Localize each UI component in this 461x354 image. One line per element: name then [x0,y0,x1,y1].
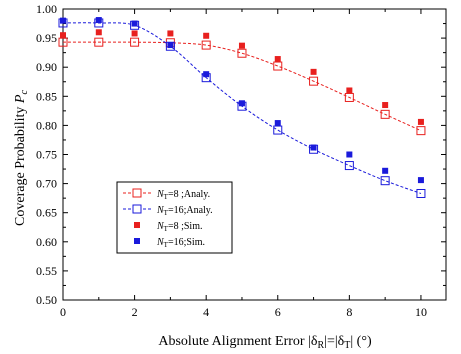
y-tick-label: 0.85 [36,89,57,103]
analytical-marker [416,126,426,136]
simulation-marker [95,29,102,36]
simulation-marker [95,17,102,24]
simulation-marker [417,118,424,125]
simulation-marker [310,68,317,75]
y-tick-label: 0.80 [36,118,57,132]
simulation-marker [346,151,353,158]
series-markers [58,17,426,198]
simulation-marker [274,56,281,63]
simulation-marker [167,42,174,49]
analytical-marker [237,48,247,58]
y-tick-label: 0.60 [36,235,57,249]
analytical-marker [273,125,283,135]
y-tick-label: 1.00 [36,2,57,16]
x-tick-label: 2 [132,305,138,319]
legend-label: NT=16;Analy. [156,205,213,217]
simulation-marker [131,20,138,27]
series-line-0 [63,41,422,132]
x-axis-label-post: | (°) [350,334,372,349]
x-tick-label: 6 [275,305,281,319]
y-tick-label: 0.70 [36,177,57,191]
legend: NT=8 ;Analy. NT=16;Analy. NT=8 ;Sim. NT=16;… [116,181,233,254]
analytical-marker [94,37,104,47]
y-tick-label: 0.65 [36,206,57,220]
legend-marker [132,188,142,198]
legend-label: NT=16;Sim. [156,237,205,249]
analytical-marker [130,37,140,47]
simulation-marker [238,100,245,107]
y-axis-label-main: Coverage Probability [13,103,28,226]
x-tick-label: 10 [415,305,427,319]
simulation-marker [274,120,281,127]
axis-ticks: 0 2 4 6 8 10 0.50 0.55 0.60 0.65 0.70 0.75 0.80 0.85 0… [36,2,446,319]
simulation-marker [167,30,174,37]
x-tick-label: 8 [346,305,352,319]
x-axis-label-mid: |=|δ [324,334,345,349]
y-tick-label: 0.55 [36,264,57,278]
simulation-marker [346,87,353,94]
simulation-marker [417,177,424,184]
simulation-marker [382,167,389,174]
simulation-marker [203,32,210,39]
legend-marker [132,204,142,214]
x-axis-label: Absolute Alignment Error |δR|=|δT| (°) [158,334,372,351]
y-tick-label: 0.95 [36,31,57,45]
simulation-marker [238,42,245,49]
simulation-marker [382,102,389,109]
analytical-marker [416,188,426,198]
analytical-marker [201,40,211,50]
legend-marker [134,222,140,228]
simulation-marker [131,30,138,37]
y-tick-label: 0.50 [36,293,57,307]
y-axis-label: Coverage Probability Pc [13,90,30,226]
y-tick-label: 0.90 [36,60,57,74]
analytical-marker [309,76,319,86]
analytical-marker [380,176,390,186]
x-tick-label: 4 [203,305,209,319]
x-tick-label: 0 [60,305,66,319]
simulation-marker [60,17,66,24]
y-axis-label-sub: c [19,90,30,95]
legend-marker [134,238,140,244]
simulation-marker [60,32,66,39]
analytical-marker [273,61,283,71]
x-axis-label-sub-r: R [317,340,324,351]
plot-frame [62,8,447,301]
x-axis-label-pre: Absolute Alignment Error |δ [158,334,318,349]
analytical-marker [380,109,390,119]
simulation-marker [203,71,210,78]
legend-label: NT=8 ;Analy. [156,189,210,201]
plot-axes [62,8,447,301]
legend-label: NT=8 ;Sim. [156,221,203,233]
x-axis-label-sub-t: T [344,340,350,351]
analytical-marker [344,161,354,171]
y-axis-label-var: P [13,94,28,104]
simulation-marker [310,144,317,151]
y-tick-label: 0.75 [36,148,57,162]
